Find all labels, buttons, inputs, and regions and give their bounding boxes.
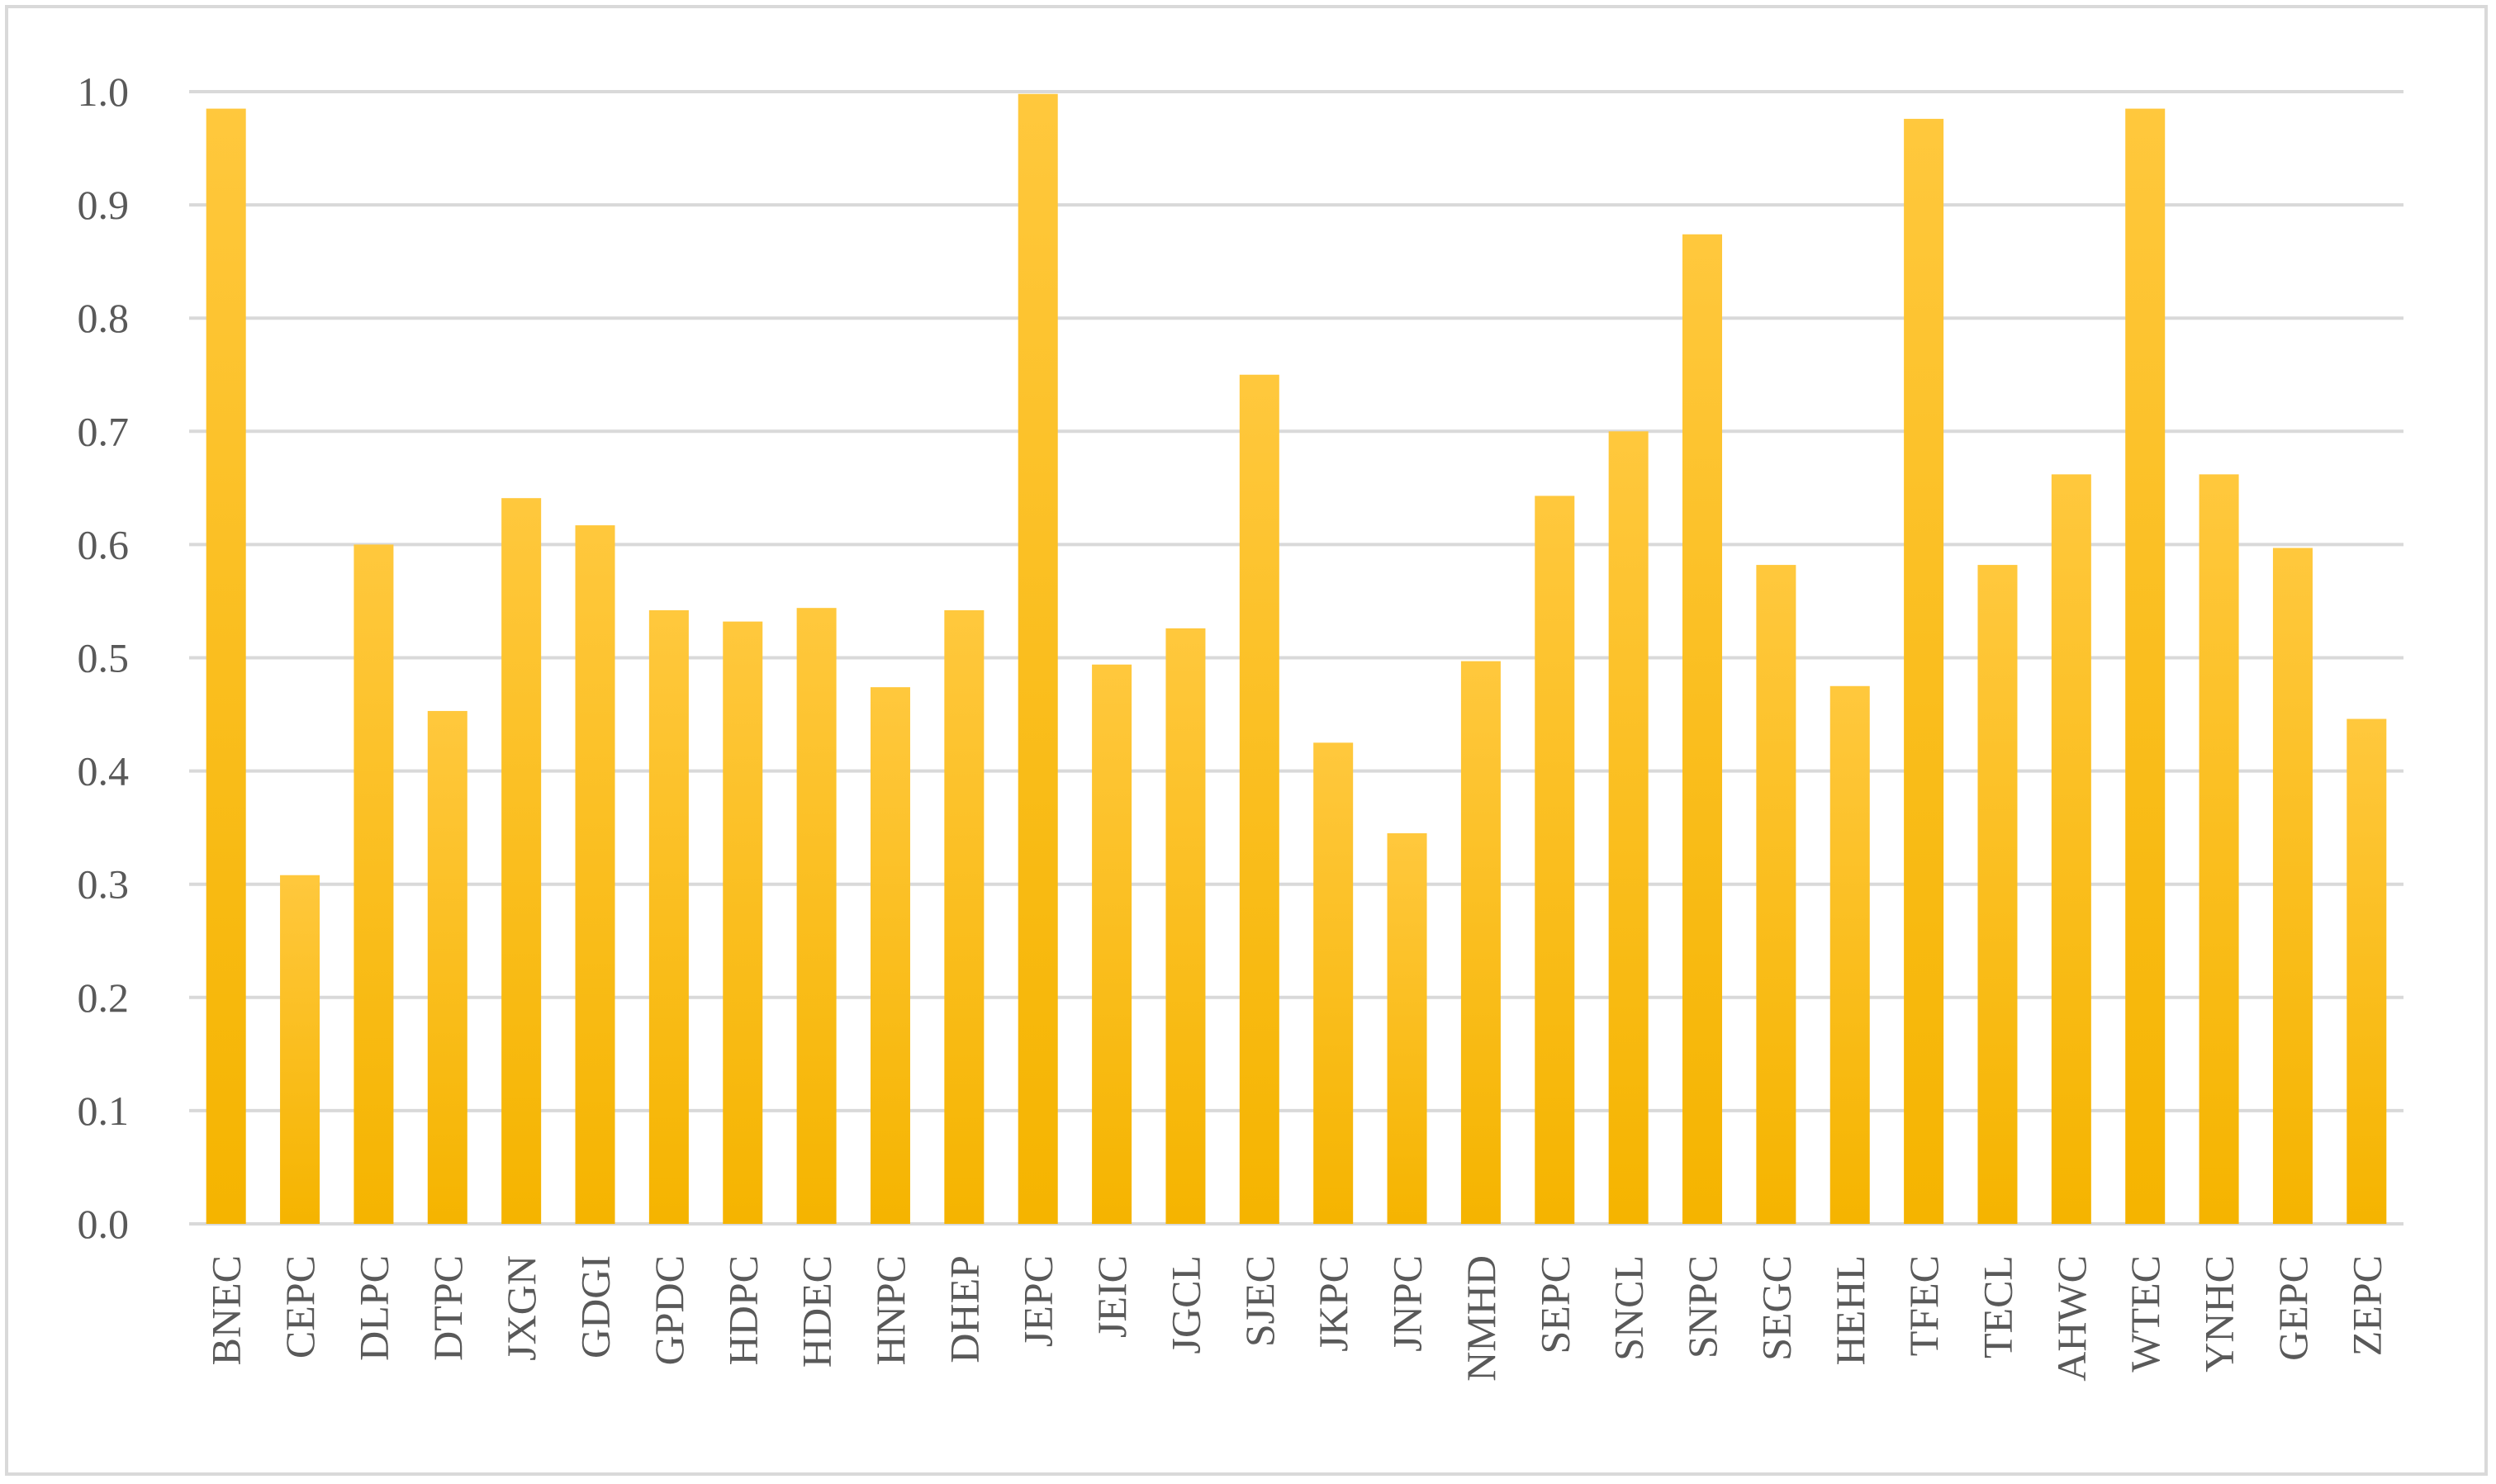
bar-jkpc — [1313, 742, 1354, 1224]
bars — [206, 93, 2387, 1225]
x-category-label: JEPC — [1015, 1255, 1061, 1347]
y-tick-label: 0.4 — [78, 748, 130, 794]
bar-dlpc — [354, 544, 394, 1224]
bar-sepc — [1535, 495, 1575, 1224]
x-category-label: HNPC — [867, 1255, 913, 1365]
bar-hdec — [796, 608, 837, 1224]
x-category-label: GEPC — [2270, 1255, 2316, 1361]
x-category-label: DTPC — [425, 1255, 471, 1361]
bar-bnec — [206, 108, 246, 1225]
bar-hehl — [1829, 685, 1870, 1224]
x-category-label: BNEC — [203, 1255, 249, 1365]
bar-sjec — [1239, 374, 1279, 1224]
bar-gpdc — [648, 609, 689, 1224]
x-category-label: ZEPC — [2343, 1255, 2389, 1356]
bar-ahwc — [2051, 474, 2091, 1224]
x-category-label: JKPC — [1310, 1255, 1356, 1352]
bar-wtec — [2125, 108, 2166, 1225]
x-category-label: NMHD — [1458, 1255, 1504, 1382]
y-axis-tick-labels: 0.0 0.1 0.2 0.3 0.4 0.5 0.6 0.7 0.8 0.9 1.0 — [78, 69, 130, 1247]
y-tick-label: 0.8 — [78, 295, 130, 341]
y-tick-label: 0.9 — [78, 182, 130, 228]
bar-cepc — [280, 875, 320, 1224]
x-category-label: WTEC — [2122, 1255, 2168, 1373]
bar-dtpc — [427, 710, 467, 1224]
bar-tecl — [1977, 565, 2018, 1224]
x-category-label: HDPC — [719, 1255, 766, 1365]
bar-snpc — [1682, 234, 1723, 1225]
x-category-label: TECL — [1974, 1255, 2020, 1358]
bar-zepc — [2347, 718, 2387, 1224]
bar-jxgn — [501, 498, 542, 1224]
y-tick-label: 0.1 — [78, 1088, 130, 1134]
x-category-label: HEHL — [1827, 1255, 1873, 1365]
x-category-label: JGCL — [1162, 1255, 1208, 1354]
y-tick-label: 0.5 — [78, 635, 130, 681]
x-category-label: SNCL — [1606, 1255, 1652, 1361]
x-category-label: CEPC — [277, 1255, 323, 1358]
x-category-label: SEPC — [1531, 1255, 1578, 1354]
bar-jepc — [1018, 93, 1058, 1225]
bar-tfec — [1904, 118, 1944, 1224]
y-tick-label: 0.6 — [78, 521, 130, 567]
x-category-label: JNPC — [1384, 1255, 1431, 1352]
bar-gepc — [2272, 548, 2313, 1224]
gridlines — [189, 90, 2403, 1226]
x-category-label: GPDC — [646, 1255, 692, 1365]
y-tick-label: 0.2 — [78, 974, 130, 1021]
x-category-label: YNHC — [2196, 1255, 2242, 1373]
y-tick-label: 0.0 — [78, 1201, 130, 1247]
bar-ynhc — [2199, 474, 2239, 1224]
y-tick-label: 1.0 — [78, 69, 130, 115]
x-axis-category-labels: BNEC CEPC DLPC DTPC JXGN GDGI GPDC HDPC HDEC HNPC… — [203, 1255, 2390, 1382]
bar-segc — [1756, 565, 1796, 1224]
x-category-label: TFEC — [1900, 1255, 1947, 1356]
x-category-label: AHWC — [2048, 1255, 2095, 1382]
bar-chart: 0.0 0.1 0.2 0.3 0.4 0.5 0.6 0.7 0.8 0.9 1.0 BNEC CE… — [78, 69, 2403, 1382]
bar-jgcl — [1165, 628, 1206, 1224]
x-category-label: JEIC — [1089, 1255, 1135, 1338]
bar-jeic — [1092, 664, 1132, 1224]
y-tick-label: 0.3 — [78, 861, 130, 908]
x-category-label: HDEC — [794, 1255, 840, 1368]
chart-frame: 0.0 0.1 0.2 0.3 0.4 0.5 0.6 0.7 0.8 0.9 1.0 BNEC CE… — [5, 5, 2488, 1476]
x-category-label: DHEP — [941, 1255, 987, 1363]
x-category-label: GDGI — [572, 1255, 619, 1358]
x-category-label: SNPC — [1679, 1255, 1725, 1358]
bar-sncl — [1608, 431, 1649, 1224]
bar-jnpc — [1387, 833, 1427, 1224]
bar-gdgi — [575, 525, 615, 1224]
bar-hnpc — [870, 687, 910, 1224]
bar-nmhd — [1460, 661, 1501, 1224]
x-category-label: SEGC — [1753, 1255, 1799, 1361]
x-category-label: SJEC — [1236, 1255, 1283, 1347]
bar-dhep — [944, 609, 985, 1224]
y-tick-label: 0.7 — [78, 408, 130, 454]
x-category-label: JXGN — [498, 1255, 544, 1361]
bar-hdpc — [723, 621, 763, 1224]
x-category-label: DLPC — [350, 1255, 396, 1361]
